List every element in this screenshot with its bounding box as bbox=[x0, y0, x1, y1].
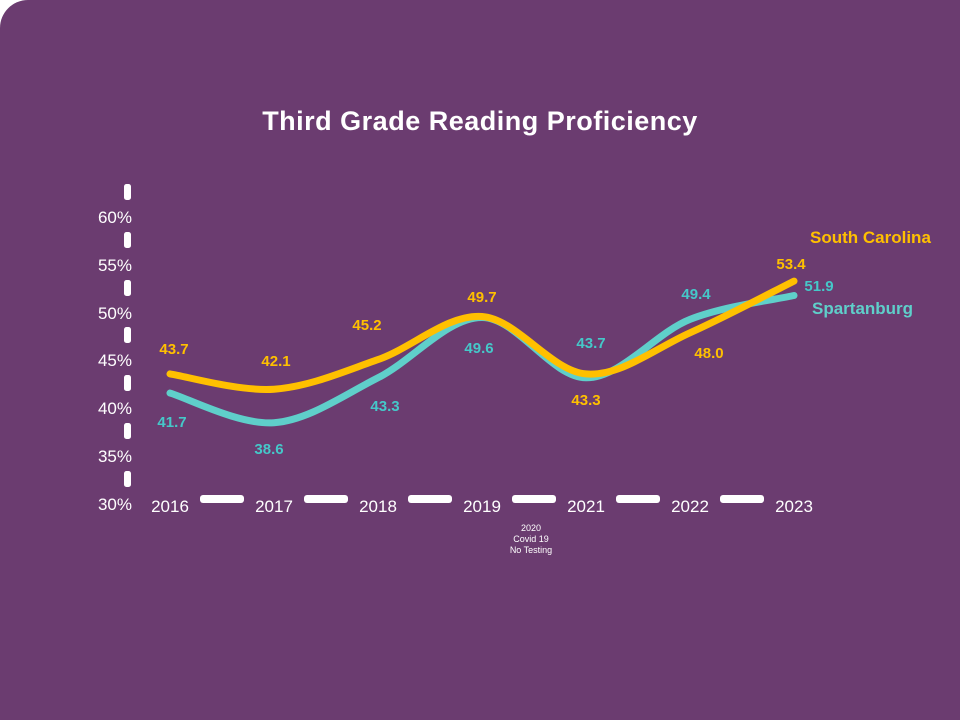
x-tick-label: 2021 bbox=[567, 497, 605, 516]
data-label: 53.4 bbox=[776, 256, 806, 274]
data-label: 43.3 bbox=[571, 391, 601, 409]
y-tick-label: 35% bbox=[97, 447, 132, 467]
data-label: 48.0 bbox=[694, 344, 724, 362]
x-axis-dash bbox=[720, 495, 764, 503]
y-axis-dash bbox=[124, 327, 131, 344]
y-axis-dash bbox=[124, 471, 131, 487]
data-label: 49.7 bbox=[467, 288, 497, 306]
x-tick-label: 2019 bbox=[463, 497, 501, 516]
covid-note-line-3: No Testing bbox=[509, 545, 553, 555]
y-tick-label: 40% bbox=[97, 399, 132, 419]
x-axis-dash bbox=[304, 495, 348, 503]
data-label: 42.1 bbox=[261, 353, 291, 371]
data-label: 51.9 bbox=[804, 278, 834, 296]
data-label: 43.7 bbox=[576, 334, 606, 352]
x-axis-dash bbox=[408, 495, 452, 503]
data-label: 43.7 bbox=[159, 340, 189, 358]
y-tick-label: 60% bbox=[97, 207, 132, 227]
data-label: 43.3 bbox=[370, 397, 400, 415]
y-tick-label: 30% bbox=[97, 495, 132, 514]
series-label-spartanburg: Spartanburg bbox=[812, 299, 914, 318]
data-label: 41.7 bbox=[157, 414, 187, 432]
y-axis-dash bbox=[124, 231, 131, 248]
series-label-south-carolina: South Carolina bbox=[810, 228, 931, 247]
chart-title: Third Grade Reading Proficiency bbox=[262, 106, 698, 136]
covid-note: 2020 Covid 19 No Testing bbox=[489, 523, 573, 556]
data-label: 49.6 bbox=[464, 340, 494, 358]
data-label: 45.2 bbox=[352, 316, 382, 334]
series-line-south-carolina bbox=[166, 277, 798, 393]
x-axis-dash bbox=[512, 495, 556, 503]
x-tick-label: 2018 bbox=[359, 497, 397, 516]
x-axis-dash bbox=[616, 495, 660, 503]
y-axis-dash bbox=[124, 423, 131, 440]
x-tick-label: 2023 bbox=[775, 497, 813, 516]
y-axis-dash bbox=[124, 279, 131, 296]
data-label: 38.6 bbox=[254, 440, 284, 458]
y-tick-label: 55% bbox=[97, 255, 132, 275]
covid-note-line-2: Covid 19 bbox=[513, 534, 549, 544]
y-axis-dash bbox=[124, 375, 131, 392]
covid-note-line-1: 2020 bbox=[520, 523, 542, 533]
y-axis-dash bbox=[124, 183, 131, 200]
x-tick-label: 2022 bbox=[671, 497, 709, 516]
y-tick-label: 50% bbox=[97, 303, 132, 323]
x-axis-dash bbox=[200, 495, 244, 503]
x-tick-label: 2017 bbox=[255, 497, 293, 516]
y-tick-label: 45% bbox=[97, 351, 132, 371]
x-tick-label: 2016 bbox=[151, 497, 189, 516]
data-label: 49.4 bbox=[681, 286, 711, 304]
